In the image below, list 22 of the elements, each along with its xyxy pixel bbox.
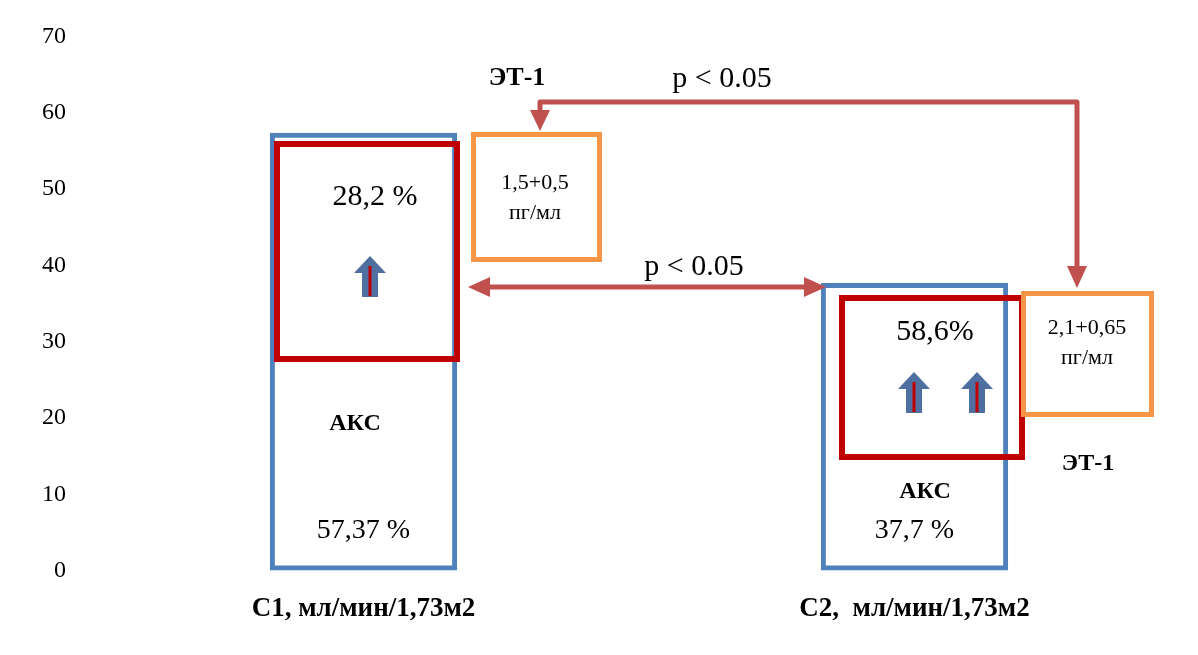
annotation: 58,6%	[896, 313, 974, 347]
annotation: p < 0.05	[644, 248, 744, 282]
annotation: p < 0.05	[672, 60, 772, 94]
y-tick-label: 40	[42, 250, 66, 277]
annotation: 1,5+0,5 пг/мл	[500, 168, 570, 226]
y-tick-label: 60	[42, 98, 66, 125]
data-label: 37,7 %	[874, 512, 955, 544]
y-tick-label: 0	[54, 555, 66, 582]
annotation: ЭТ-1	[488, 62, 546, 92]
data-label: 57,37 %	[316, 512, 411, 544]
x-tick-label: С2, мл/мин/1,73м2	[799, 591, 1030, 622]
y-tick-label: 50	[42, 174, 66, 201]
x-tick-label: С1, мл/мин/1,73м2	[251, 591, 476, 622]
annotation: ЭТ-1	[1061, 448, 1115, 476]
y-tick-label: 20	[42, 403, 66, 430]
y-tick-label: 70	[42, 21, 66, 48]
y-tick-label: 10	[42, 479, 66, 506]
annotation: 28,2 %	[332, 178, 418, 212]
annotation: 2,1+0,65 пг/мл	[1046, 313, 1128, 371]
annotation: АКС	[329, 408, 381, 436]
y-tick-label: 30	[42, 326, 66, 353]
annotation: АКС	[899, 476, 951, 504]
